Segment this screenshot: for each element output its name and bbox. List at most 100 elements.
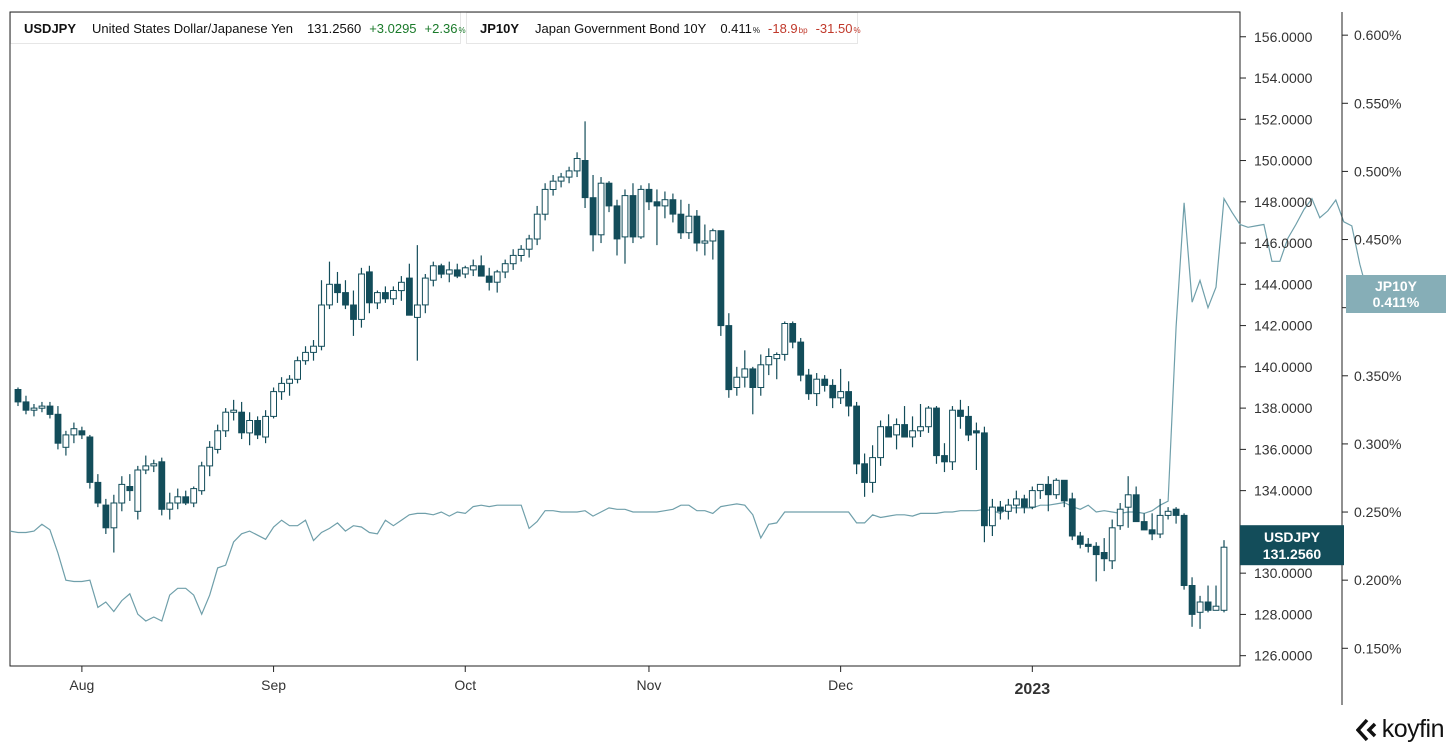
usdjpy-candle: [797, 337, 805, 382]
candle-body-up: [525, 238, 533, 250]
usdjpy-candle: [861, 453, 869, 497]
candle-body-up: [621, 195, 629, 238]
usdjpy-change-pct: +2.36%: [424, 20, 466, 36]
candle-body-down: [406, 277, 413, 316]
usdjpy-candle: [429, 261, 437, 287]
usdjpy-last-tag-symbol: USDJPY: [1264, 529, 1321, 545]
usdjpy-last-tag-value: 131.2560: [1263, 546, 1322, 562]
usdjpy-candle: [198, 461, 206, 495]
candle-body-up: [30, 407, 38, 411]
candle-body-down: [342, 292, 349, 306]
usdjpy-candle: [62, 430, 70, 456]
usdjpy-axis-label: 126.0000: [1254, 648, 1313, 664]
usdjpy-candle: [909, 416, 916, 448]
candle-body-up: [501, 263, 509, 273]
candle-body-up: [661, 199, 669, 207]
usdjpy-candle: [78, 426, 86, 440]
usdjpy-candle: [589, 174, 597, 252]
candle-body-up: [278, 382, 286, 393]
candle-body-up: [637, 188, 645, 238]
candle-body-up: [541, 188, 549, 215]
usdjpy-candle: [677, 199, 685, 239]
candle-body-down: [725, 325, 733, 391]
candle-body-down: [1084, 543, 1092, 547]
candle-body-up: [206, 446, 214, 467]
usdjpy-candle: [1092, 542, 1100, 582]
candle-body-up: [118, 483, 126, 504]
candle-body-up: [533, 213, 541, 240]
usdjpy-candle: [541, 183, 549, 221]
usdjpy-candle: [653, 189, 661, 246]
usdjpy-candle: [957, 399, 964, 429]
usdjpy-candle: [150, 459, 158, 473]
usdjpy-candle: [645, 183, 653, 211]
usdjpy-candle: [757, 354, 765, 396]
usdjpy-candle: [358, 267, 365, 328]
candle-body-up: [398, 281, 405, 292]
usdjpy-candle: [605, 181, 613, 213]
jp10y-axis-label: 0.200%: [1354, 572, 1401, 588]
candle-body-down: [805, 374, 813, 395]
usdjpy-candle: [789, 321, 797, 349]
candle-body-down: [845, 391, 853, 407]
candle-body-down: [1092, 545, 1100, 556]
legend-jp10y[interactable]: JP10Y Japan Government Bond 10Y 0.411% -…: [466, 12, 861, 44]
candle-body-down: [797, 341, 805, 376]
usdjpy-candle: [733, 366, 741, 396]
usdjpy-candle: [334, 271, 341, 303]
usdjpy-candle: [461, 265, 469, 279]
usdjpy-candle: [837, 368, 845, 404]
candle-body-up: [557, 176, 565, 182]
usdjpy-axis-label: 148.0000: [1254, 194, 1313, 210]
usdjpy-candle: [1100, 538, 1108, 572]
candle-body-down: [94, 481, 102, 504]
candle-body-up: [70, 428, 78, 436]
usdjpy-candle: [1180, 513, 1188, 590]
usdjpy-axis-label: 150.0000: [1254, 153, 1313, 169]
time-axis-label: 2023: [1015, 681, 1051, 698]
candle-body-down: [382, 292, 389, 300]
usdjpy-candle: [701, 224, 709, 256]
usdjpy-axis-label: 130.0000: [1254, 565, 1313, 581]
candle-body-up: [286, 378, 294, 384]
usdjpy-candle: [1060, 479, 1068, 508]
usdjpy-candle: [1148, 513, 1156, 541]
candle-body-up: [1164, 510, 1172, 516]
candle-body-down: [1076, 535, 1084, 545]
jp10y-axis-label: 0.600%: [1354, 27, 1401, 43]
usdjpy-candle: [350, 290, 357, 336]
usdjpy-candle: [1132, 486, 1140, 523]
candle-body-down: [1060, 479, 1068, 502]
usdjpy-candle: [493, 269, 501, 293]
usdjpy-candle: [565, 166, 573, 184]
candle-body-up: [421, 277, 429, 306]
usdjpy-candle: [1188, 577, 1196, 627]
usdjpy-candle: [1164, 507, 1172, 520]
usdjpy-candle: [174, 488, 182, 510]
usdjpy-candle: [1036, 483, 1044, 499]
candle-body-down: [1044, 483, 1052, 496]
usdjpy-candle: [533, 205, 541, 246]
candle-body-up: [893, 424, 901, 436]
usdjpy-candle: [94, 474, 102, 508]
usdjpy-candle: [54, 406, 62, 450]
usdjpy-candle: [1172, 507, 1180, 524]
usdjpy-candle: [853, 401, 861, 475]
usdjpy-candle: [22, 395, 30, 415]
usdjpy-candle: [1108, 519, 1116, 570]
usdjpy-candle: [326, 261, 333, 310]
usdjpy-candle: [885, 414, 893, 438]
usdjpy-candle: [997, 500, 1004, 520]
candle-body-down: [1172, 508, 1180, 516]
candle-body-up: [1196, 601, 1204, 613]
candle-body-down: [957, 409, 964, 417]
legend-usdjpy[interactable]: USDJPY United States Dollar/Japanese Yen…: [10, 12, 466, 44]
usdjpy-candle: [30, 403, 38, 417]
usdjpy-candle: [477, 255, 485, 277]
usdjpy-candle: [445, 261, 453, 283]
candle-body-down: [485, 275, 493, 283]
candle-body-down: [1132, 494, 1140, 523]
usdjpy-candle: [14, 387, 22, 407]
usdjpy-axis-label: 152.0000: [1254, 111, 1313, 127]
